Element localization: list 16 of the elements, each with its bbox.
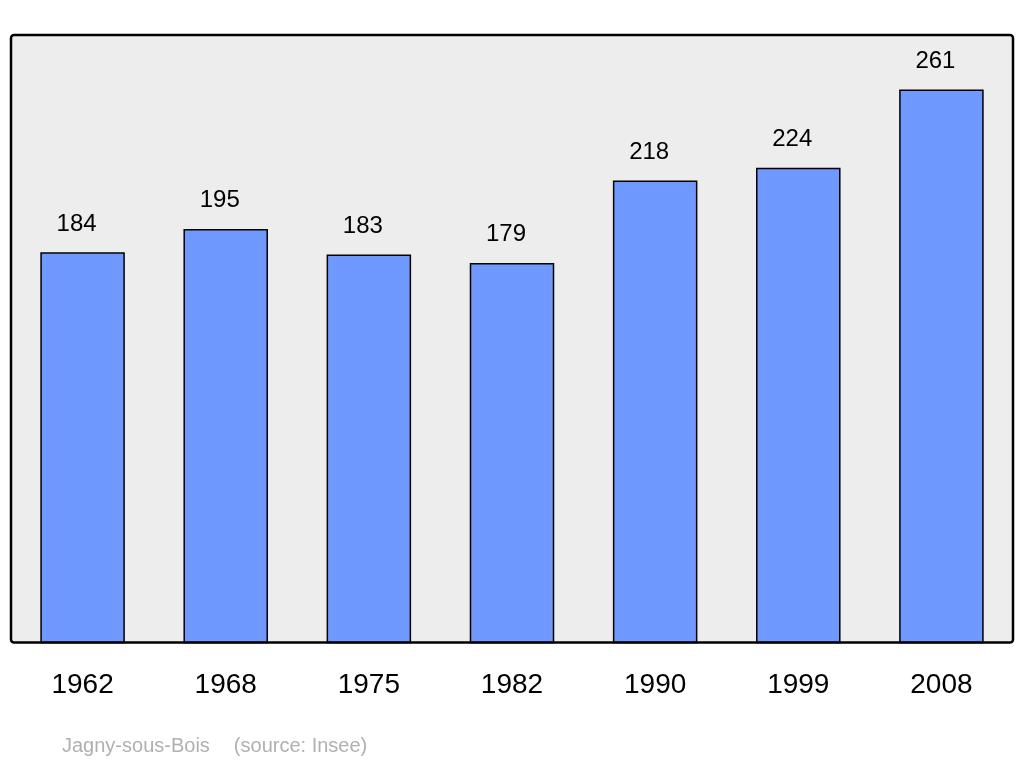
x-tick-label: 1975: [337, 667, 401, 699]
data-label: 224: [772, 124, 813, 152]
x-tick-label: 1962: [51, 667, 114, 699]
data-label: 179: [485, 219, 527, 247]
data-label: 218: [629, 136, 670, 164]
x-tick-label: 1999: [767, 667, 830, 699]
x-tick-label: 1990: [623, 667, 687, 699]
text: (source: Insee): [233, 734, 368, 756]
data-label: 261: [915, 45, 956, 73]
data-label: 184: [56, 208, 97, 236]
x-tick-label: 1968: [194, 667, 257, 699]
data-label: 183: [342, 210, 383, 238]
x-tick-label: 2008: [910, 667, 973, 699]
text: Jagny-sous-Bois: [62, 734, 210, 756]
x-tick-label: 1982: [480, 667, 544, 699]
data-label: 195: [199, 185, 240, 213]
